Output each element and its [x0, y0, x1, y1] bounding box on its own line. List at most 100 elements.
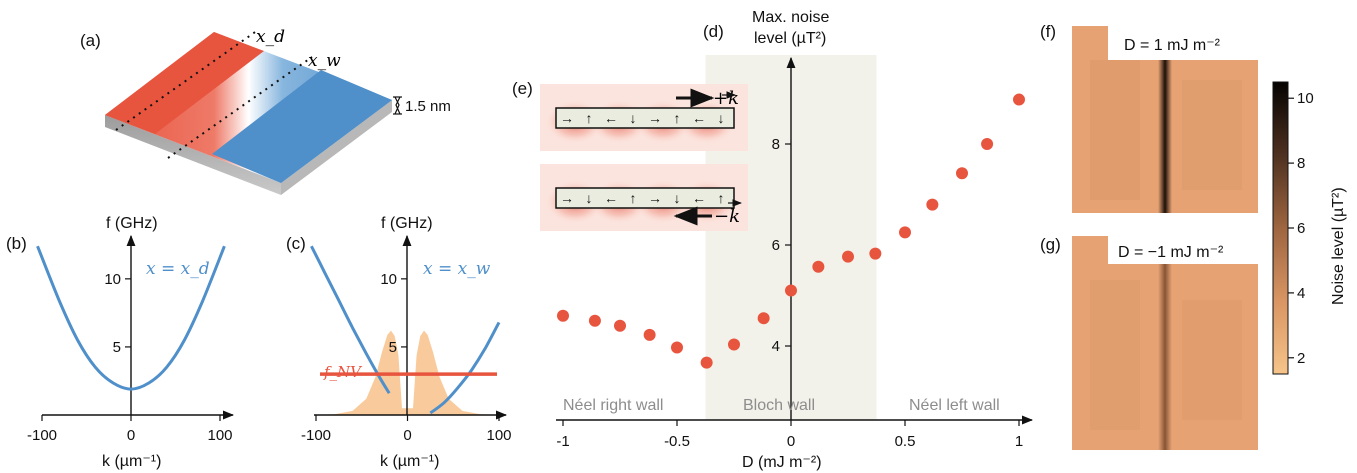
- panel-d-y-label-line2: level (µT²): [754, 30, 826, 47]
- wall-strip-top: [555, 107, 735, 129]
- panel-b-x-label: k (µm⁻¹): [102, 453, 161, 470]
- panel-c-ticks: -100 0 100 5 10: [301, 271, 512, 444]
- panel-d-point: [700, 356, 713, 369]
- panel-b-ytick-label: 5: [113, 339, 121, 356]
- noise-map-g-texture: [1090, 280, 1140, 430]
- spin-arrow: →: [560, 110, 574, 126]
- panel-d-point: [956, 167, 968, 180]
- panel-c-ytick-label: 5: [389, 339, 397, 356]
- panel-d-point: [757, 312, 770, 325]
- noise-map-f-title: D = 1 mJ m⁻²: [1124, 37, 1221, 54]
- xd-label: x_d: [256, 27, 285, 47]
- colorbar-ticks: 2 4 6 8 10: [1288, 90, 1314, 367]
- panel-d-point: [588, 314, 601, 327]
- panel-g-label: (g): [1040, 235, 1061, 254]
- noise-map-g-title-bg: [1108, 236, 1258, 264]
- panel-c-xtick-label: -100: [301, 427, 331, 444]
- panel-d-point: [1013, 93, 1025, 106]
- wall-strip-bottom: [555, 187, 735, 209]
- panel-d-point: [899, 226, 911, 239]
- panel-d-point: [557, 309, 569, 322]
- panel-c-label: (c): [286, 234, 306, 253]
- panel-d-point: [671, 341, 683, 354]
- panel-d-point: [869, 247, 882, 260]
- colorbar-tick-label: 8: [1297, 155, 1305, 172]
- spin-arrows-bottom: → ↓ ← ↑ → ↓ ← ↑: [560, 190, 725, 206]
- panel-b-xtick-label: 100: [207, 427, 232, 444]
- panel-d-ytick-label: 6: [772, 237, 780, 254]
- colorbar-tick-label: 4: [1297, 285, 1305, 302]
- panel-a: (a) x_d x_w 1.5 nm: [80, 27, 451, 195]
- panel-d-xtick-label: -1: [556, 433, 569, 450]
- xd-line: [115, 29, 259, 131]
- panel-d-point: [842, 250, 854, 263]
- noise-map-f-wall: [1158, 26, 1172, 213]
- panel-d-ytick-label: 4: [772, 338, 780, 355]
- panel-d-xtick-label: 1: [1015, 433, 1023, 450]
- spin-arrow: ↑: [586, 110, 593, 126]
- colorbar-tick-label: 10: [1297, 90, 1314, 107]
- panel-b-dispersion-curve: [36, 245, 226, 391]
- spin-arrow: ↑: [630, 190, 637, 206]
- panel-c-y-label: f (GHz): [381, 215, 433, 232]
- spin-arrow: ←: [692, 190, 706, 206]
- panel-d-point: [812, 260, 825, 273]
- panel-c: (c) -100 0 100 5 10 f_NV x = x_w f (GHz) k (…: [286, 215, 512, 470]
- spin-arrow: ↓: [586, 190, 593, 206]
- panel-c-fnv-label: f_NV: [323, 363, 363, 381]
- red-domain: [105, 32, 264, 134]
- region-neel-right: Néel right wall: [563, 397, 663, 414]
- panel-c-dispersion-left: [310, 245, 391, 394]
- panel-b-y-label: f (GHz): [106, 215, 158, 232]
- spin-arrow: ↑: [674, 110, 681, 126]
- panel-f: (f) D = 1 mJ m⁻²: [1040, 22, 1258, 213]
- panel-b-xtick-label: 0: [127, 427, 135, 444]
- panel-d-label: (d): [703, 22, 724, 41]
- blue-domain: [212, 70, 392, 183]
- colorbar-gradient: [1272, 81, 1289, 375]
- noise-map-f-texture: [1090, 60, 1140, 200]
- panel-c-curve-label: x = x_w: [423, 259, 491, 279]
- thickness-marker: [393, 96, 402, 115]
- panel-b-xtick-label: -100: [27, 427, 57, 444]
- panel-c-ytick-label: 10: [380, 271, 397, 288]
- film-right-side: [281, 100, 392, 195]
- spin-arrow: →: [560, 190, 574, 206]
- panel-d-ticks: -1 -0.5 0 0.5 1 4 6 8: [556, 136, 1023, 450]
- spin-arrow: →: [648, 190, 662, 206]
- colorbar-tick-label: 2: [1297, 350, 1305, 367]
- noise-map-g-title: D = −1 mJ m⁻²: [1118, 244, 1224, 261]
- region-bloch: Bloch wall: [743, 397, 815, 414]
- panel-d-ytick-label: 8: [772, 136, 780, 153]
- panel-d-point: [981, 138, 994, 150]
- noise-map-g-wall: [1158, 236, 1172, 450]
- panel-d-point: [614, 319, 626, 332]
- spin-arrow: ←: [604, 110, 618, 126]
- colorbar: 2 4 6 8 10 Noise level (µT²): [1272, 81, 1347, 375]
- panel-e: (e) → ↑ ← ↓ → ↑ ← ↓ → ↓ ← ↑ → ↓ ← ↑ +k −k: [512, 79, 748, 231]
- panel-f-label: (f): [1040, 22, 1056, 41]
- panel-d-point: [926, 198, 939, 211]
- noise-map-f-title-bg: [1108, 26, 1258, 60]
- panel-b-ticks: -100 0 100 5 10: [27, 271, 233, 444]
- panel-e-label: (e): [512, 79, 533, 98]
- spin-arrows-top: → ↑ ← ↓ → ↑ ← ↓: [560, 110, 725, 126]
- plus-k-label: +k: [713, 88, 739, 109]
- colorbar-tick-label: 6: [1297, 220, 1305, 237]
- panel-b: (b) -100 0 100 5 10 x = x_d f (GHz) k (µm⁻¹): [6, 215, 235, 470]
- panel-d-y-label-line1: Max. noise: [752, 9, 829, 26]
- minus-k-label: −k: [714, 206, 740, 227]
- panel-c-x-label: k (µm⁻¹): [380, 453, 439, 470]
- panel-d-xtick-label: -0.5: [664, 433, 690, 450]
- region-neel-left: Néel left wall: [909, 397, 1000, 414]
- spin-arrow: →: [648, 110, 662, 126]
- panel-d: (d) Max. noise level (µT²) -1 -0.5 0 0.5 1 4 6…: [556, 9, 1034, 471]
- thickness-label: 1.5 nm: [405, 98, 451, 115]
- spin-arrow: ↓: [630, 110, 637, 126]
- spin-arrow: ↓: [674, 190, 681, 206]
- panel-b-ytick-label: 10: [104, 271, 121, 288]
- film-front-side: [105, 115, 281, 195]
- spin-arrow: ←: [692, 110, 706, 126]
- panel-d-point: [643, 328, 656, 341]
- colorbar-label: Noise level (µT²): [1330, 187, 1347, 305]
